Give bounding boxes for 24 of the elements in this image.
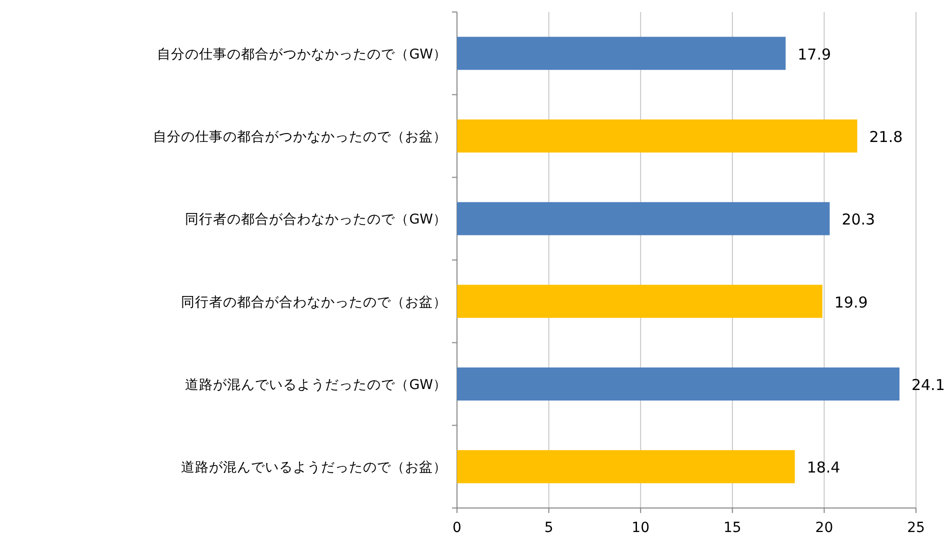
x-tick-label: 20 [815,520,834,536]
bar [457,36,786,70]
data-label: 18.4 [806,458,840,477]
y-tick-label: 自分の仕事の都合がつかなかったので（GW） [157,46,447,62]
y-tick-label: 同行者の都合が合わなかったので（GW） [185,212,447,228]
bar [457,202,830,236]
data-label: 20.3 [842,210,876,229]
data-label: 21.8 [869,128,903,146]
bar [457,284,822,318]
bar [457,367,900,401]
data-label: 24.1 [911,376,945,394]
x-tick-label: 10 [632,520,650,536]
y-tick-label: 道路が混んでいるようだったので（GW） [185,377,447,393]
x-tick-label: 0 [452,520,462,536]
y-tick-label: 道路が混んでいるようだったので（お盆） [181,460,447,476]
x-tick-label: 25 [907,520,925,536]
data-label: 19.9 [834,293,868,312]
x-tick-label: 5 [544,520,554,536]
y-tick-label: 同行者の都合が合わなかったので（お盆） [181,294,447,310]
x-tick-label: 15 [723,520,742,536]
data-label: 17.9 [798,45,832,64]
y-tick-label: 自分の仕事の都合がつかなかったので（お盆） [153,129,447,145]
bar [457,119,858,153]
bar [457,450,795,484]
